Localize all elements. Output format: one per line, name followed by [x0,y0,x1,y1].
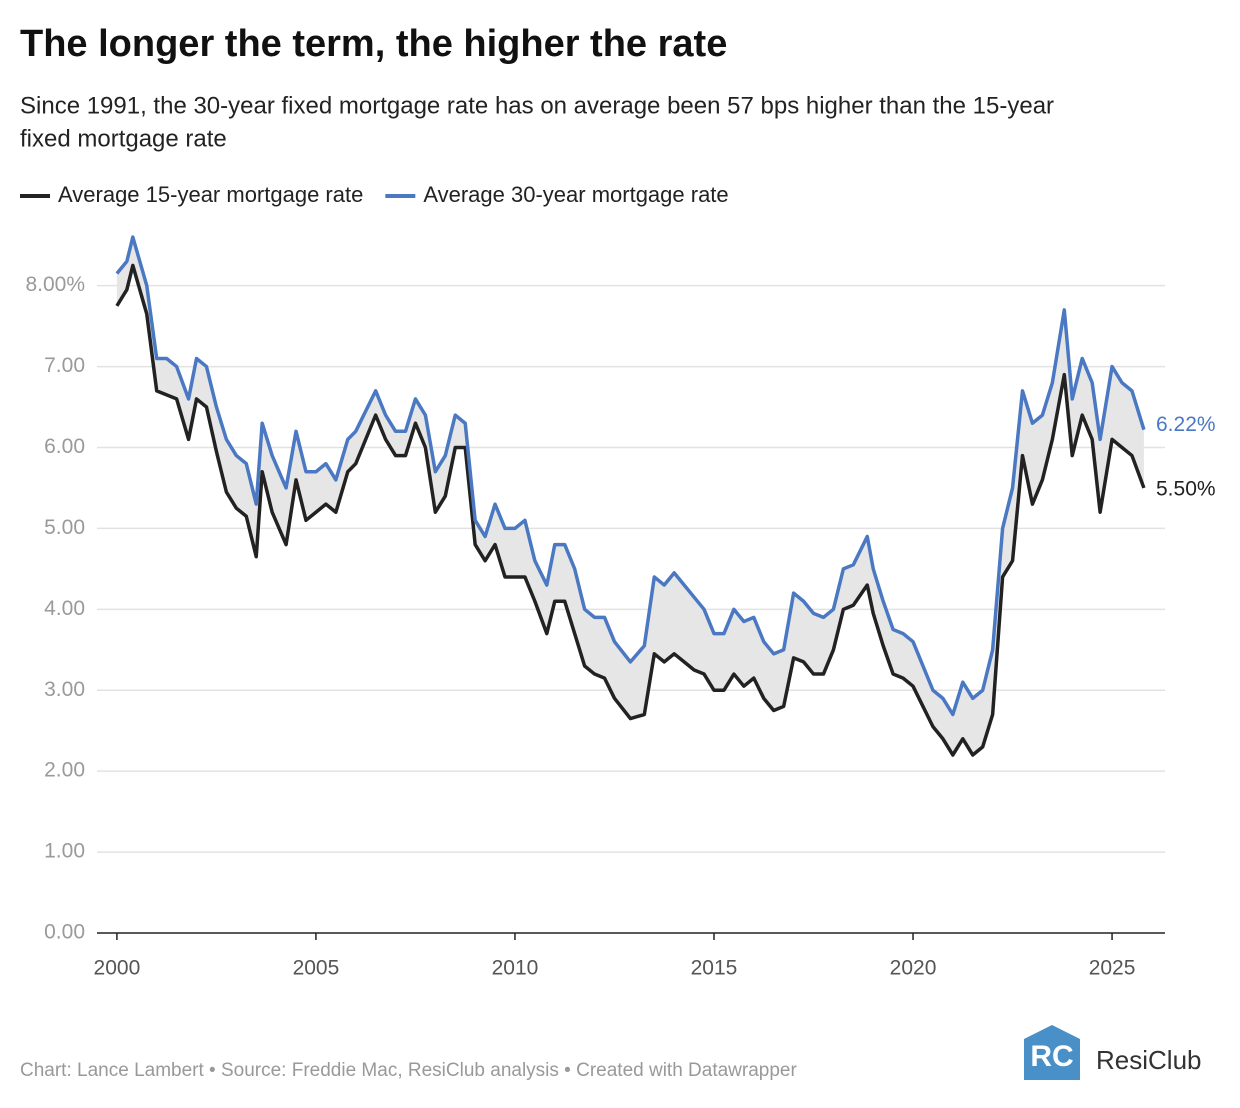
y-tick-label: 8.00% [25,273,85,296]
x-tick-label: 2015 [691,957,738,980]
legend-label: Average 15-year mortgage rate [58,182,363,207]
y-tick-label: 2.00 [44,759,85,782]
x-tick-label: 2020 [890,957,937,980]
x-tick-label: 2025 [1089,957,1136,980]
y-tick-label: 0.00 [44,921,85,944]
subtitle: fixed mortgage rate [20,125,227,152]
subtitle: Since 1991, the 30-year fixed mortgage r… [20,92,1054,119]
logo-shape [1024,1025,1080,1080]
y-tick-label: 1.00 [44,840,85,863]
x-tick-label: 2000 [94,957,141,980]
y-tick-label: 4.00 [44,597,85,620]
logo-letters: RC [1030,1040,1073,1073]
y-tick-label: 6.00 [44,435,85,458]
spread-band [116,237,1144,755]
logo-text: ResiClub [1096,1045,1202,1075]
series-line [115,263,1146,757]
x-tick-label: 2005 [293,957,340,980]
footer: Chart: Lance Lambert • Source: Freddie M… [20,1060,797,1081]
logo-icon: RC [1024,1025,1080,1080]
end-label: 6.22% [1156,413,1216,436]
x-tick-label: 2010 [492,957,539,980]
series-line [115,235,1146,717]
y-tick-label: 3.00 [44,678,85,701]
chart-title: The longer the term, the higher the rate [20,23,727,65]
end-label: 5.50% [1156,477,1216,500]
y-tick-label: 7.00 [44,354,85,377]
y-tick-label: 5.00 [44,516,85,539]
legend-label: Average 30-year mortgage rate [423,182,728,207]
